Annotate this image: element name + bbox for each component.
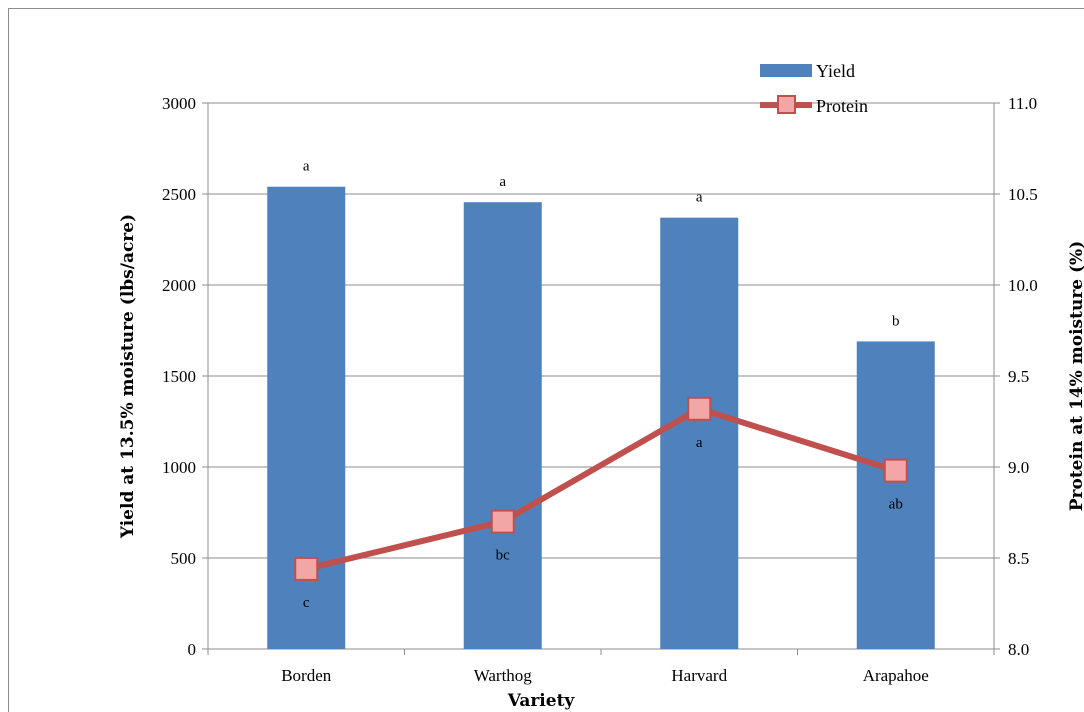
marker-protein [883, 458, 908, 483]
bar-yield [856, 341, 935, 649]
bar-letter-label: b [892, 313, 900, 329]
legend-swatch-yield [760, 64, 812, 77]
y2-tick-label: 10.0 [1008, 276, 1038, 295]
bar-yield [660, 217, 739, 649]
line-letter-label: ab [889, 497, 903, 513]
y2-tick-label: 8.0 [1008, 640, 1029, 659]
y2-tick-label: 10.5 [1008, 185, 1038, 204]
y-tick-label: 1000 [162, 458, 196, 477]
legend-marker-protein [777, 95, 796, 114]
bar-letter-label: a [499, 174, 506, 190]
bar-letter-label: a [696, 190, 703, 206]
y-tick-label: 1500 [162, 367, 196, 386]
y-tick-label: 2500 [162, 185, 196, 204]
marker-protein [490, 509, 515, 534]
x-tick-label: Arapahoe [863, 666, 929, 685]
marker-protein [294, 556, 319, 581]
x-axis-title: Variety [507, 691, 576, 711]
y2-axis-title: Protein at 14% moisture (%) [1067, 241, 1084, 512]
y-axis-title: Yield at 13.5% moisture (lbs/acre) [118, 214, 138, 539]
y-tick-label: 0 [188, 640, 197, 659]
y2-tick-label: 11.0 [1008, 94, 1037, 113]
y-tick-label: 3000 [162, 94, 196, 113]
bar-yield [463, 202, 542, 649]
y2-tick-label: 9.5 [1008, 367, 1029, 386]
line-letter-label: bc [496, 548, 511, 564]
bar-letter-label: a [303, 159, 310, 175]
legend-label-yield: Yield [816, 61, 855, 81]
series-line-protein [305, 405, 897, 572]
line-letter-label: c [303, 595, 310, 611]
x-tick-label: Harvard [671, 666, 727, 685]
y2-tick-label: 9.0 [1008, 458, 1029, 477]
y-tick-label: 500 [171, 549, 197, 568]
x-tick-label: Borden [281, 666, 332, 685]
y2-tick-label: 8.5 [1008, 549, 1029, 568]
x-tick-label: Warthog [474, 666, 533, 685]
marker-protein [687, 396, 712, 421]
line-letter-label: a [696, 435, 703, 451]
y-tick-label: 2000 [162, 276, 196, 295]
legend-label-protein: Protein [816, 96, 868, 116]
